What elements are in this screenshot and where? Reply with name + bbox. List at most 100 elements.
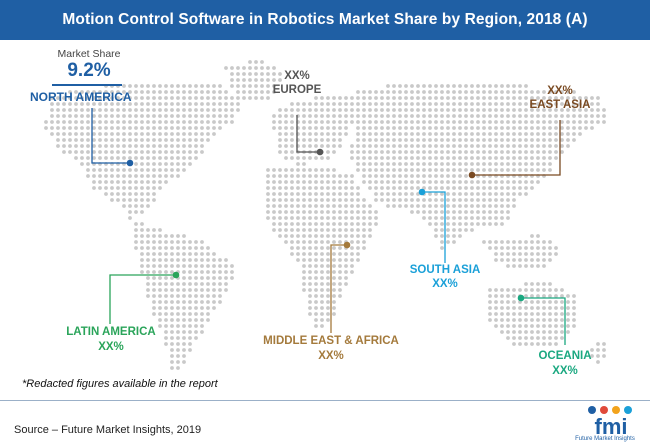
map-dot (422, 96, 426, 100)
map-dot (464, 204, 468, 208)
map-dot (512, 252, 516, 256)
map-dot (314, 216, 318, 220)
map-dot (302, 216, 306, 220)
map-dot (128, 210, 132, 214)
map-dot (500, 90, 504, 94)
map-dot (506, 186, 510, 190)
map-dot (506, 192, 510, 196)
map-dot (464, 132, 468, 136)
map-dot (428, 156, 432, 160)
map-dot (416, 156, 420, 160)
map-dot (320, 294, 324, 298)
map-dot (146, 150, 150, 154)
map-dot (248, 72, 252, 76)
map-dot (74, 126, 78, 130)
map-dot (152, 120, 156, 124)
map-dot (548, 114, 552, 118)
map-dot (308, 270, 312, 274)
map-dot (200, 240, 204, 244)
map-dot (92, 180, 96, 184)
map-dot (128, 144, 132, 148)
map-dot (140, 198, 144, 202)
map-dot (530, 300, 534, 304)
map-dot (134, 162, 138, 166)
map-dot (308, 126, 312, 130)
oceania-value: XX% (552, 365, 578, 377)
map-dot (212, 108, 216, 112)
map-dot (446, 126, 450, 130)
map-dot (338, 120, 342, 124)
map-dot (302, 204, 306, 208)
map-dot (284, 204, 288, 208)
map-dot (224, 120, 228, 124)
map-dot (344, 276, 348, 280)
map-dot (134, 228, 138, 232)
map-dot (206, 84, 210, 88)
map-dot (116, 150, 120, 154)
map-dot (536, 258, 540, 262)
map-dot (308, 234, 312, 238)
map-dot (422, 108, 426, 112)
map-dot (314, 198, 318, 202)
map-dot (200, 276, 204, 280)
map-dot (176, 348, 180, 352)
map-dot (68, 126, 72, 130)
map-dot (140, 84, 144, 88)
map-dot (158, 264, 162, 268)
map-dot (326, 210, 330, 214)
map-dot (164, 138, 168, 142)
map-dot (182, 108, 186, 112)
map-dot (512, 132, 516, 136)
map-dot (566, 102, 570, 106)
map-dot (542, 90, 546, 94)
map-dot (176, 90, 180, 94)
map-dot (164, 156, 168, 160)
map-dot (452, 138, 456, 142)
map-dot (188, 336, 192, 340)
map-dot (116, 138, 120, 142)
south-asia-leader-line (422, 191, 446, 263)
map-dot (158, 228, 162, 232)
map-dot (398, 180, 402, 184)
map-dot (92, 96, 96, 100)
map-dot (188, 258, 192, 262)
redaction-note: *Redacted figures available in the repor… (22, 378, 218, 390)
map-dot (542, 126, 546, 130)
map-dot (566, 324, 570, 328)
map-dot (416, 126, 420, 130)
map-dot (266, 66, 270, 70)
map-dot (494, 126, 498, 130)
map-dot (110, 96, 114, 100)
map-dot (344, 174, 348, 178)
map-dot (74, 108, 78, 112)
map-dot (158, 96, 162, 100)
map-dot (350, 186, 354, 190)
map-dot (440, 126, 444, 130)
map-dot (398, 132, 402, 136)
map-dot (140, 246, 144, 250)
map-dot (416, 138, 420, 142)
map-dot (356, 204, 360, 208)
map-dot (524, 90, 528, 94)
map-dot (458, 138, 462, 142)
map-dot (164, 312, 168, 316)
map-dot (164, 162, 168, 166)
map-dot (458, 90, 462, 94)
map-dot (332, 120, 336, 124)
map-dot (422, 210, 426, 214)
map-dot (356, 222, 360, 226)
map-dot (74, 132, 78, 136)
map-dot (140, 114, 144, 118)
map-dot (446, 114, 450, 118)
map-dot (98, 120, 102, 124)
map-dot (458, 84, 462, 88)
map-dot (230, 114, 234, 118)
map-dot (500, 204, 504, 208)
map-dot (224, 258, 228, 262)
map-dot (152, 138, 156, 142)
map-dot (200, 108, 204, 112)
map-dot (500, 252, 504, 256)
map-dot (320, 228, 324, 232)
map-dot (500, 144, 504, 148)
map-dot (362, 114, 366, 118)
